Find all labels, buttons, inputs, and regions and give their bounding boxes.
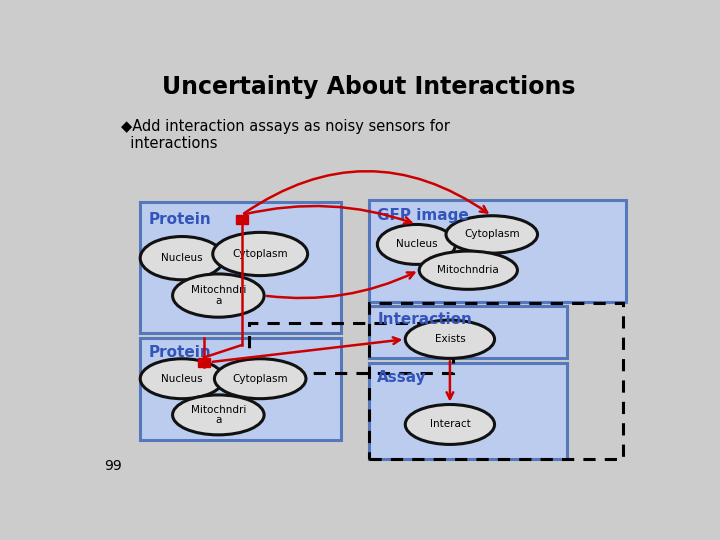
Bar [369,200,626,302]
Ellipse shape [405,404,495,444]
Text: Nucleus: Nucleus [161,374,203,384]
Text: GFP image: GFP image [377,208,469,223]
Bar [369,303,623,459]
Text: Nucleus: Nucleus [161,253,203,263]
Text: Uncertainty About Interactions: Uncertainty About Interactions [162,75,576,99]
Text: Mitochndria: Mitochndria [438,265,499,275]
Ellipse shape [405,320,495,359]
Text: Interact: Interact [430,420,470,429]
Text: Exists: Exists [435,334,465,344]
Bar [140,338,341,440]
Ellipse shape [215,359,306,399]
Text: Mitochndri
a: Mitochndri a [191,285,246,306]
Text: Assay: Assay [377,370,427,386]
Bar [198,357,210,367]
Text: 99: 99 [104,459,122,473]
Bar [369,306,567,358]
Ellipse shape [213,232,307,275]
Text: ◆Add interaction assays as noisy sensors for
  interactions: ◆Add interaction assays as noisy sensors… [121,119,449,151]
Text: Interaction: Interaction [377,312,472,327]
Ellipse shape [173,395,264,435]
Text: Protein: Protein [148,212,212,227]
Text: Nucleus: Nucleus [395,239,437,249]
Ellipse shape [173,274,264,317]
Ellipse shape [377,225,456,265]
Ellipse shape [140,359,224,399]
Text: Mitochndri
a: Mitochndri a [191,404,246,426]
Text: Cytoplasm: Cytoplasm [233,249,288,259]
Ellipse shape [140,237,224,280]
Ellipse shape [446,216,538,253]
Text: Cytoplasm: Cytoplasm [233,374,288,384]
Text: Cytoplasm: Cytoplasm [464,230,520,239]
Bar [249,323,453,373]
Bar [235,215,248,224]
Bar [369,363,567,459]
Text: Protein: Protein [148,346,212,361]
Ellipse shape [419,251,518,289]
Bar [140,202,341,333]
